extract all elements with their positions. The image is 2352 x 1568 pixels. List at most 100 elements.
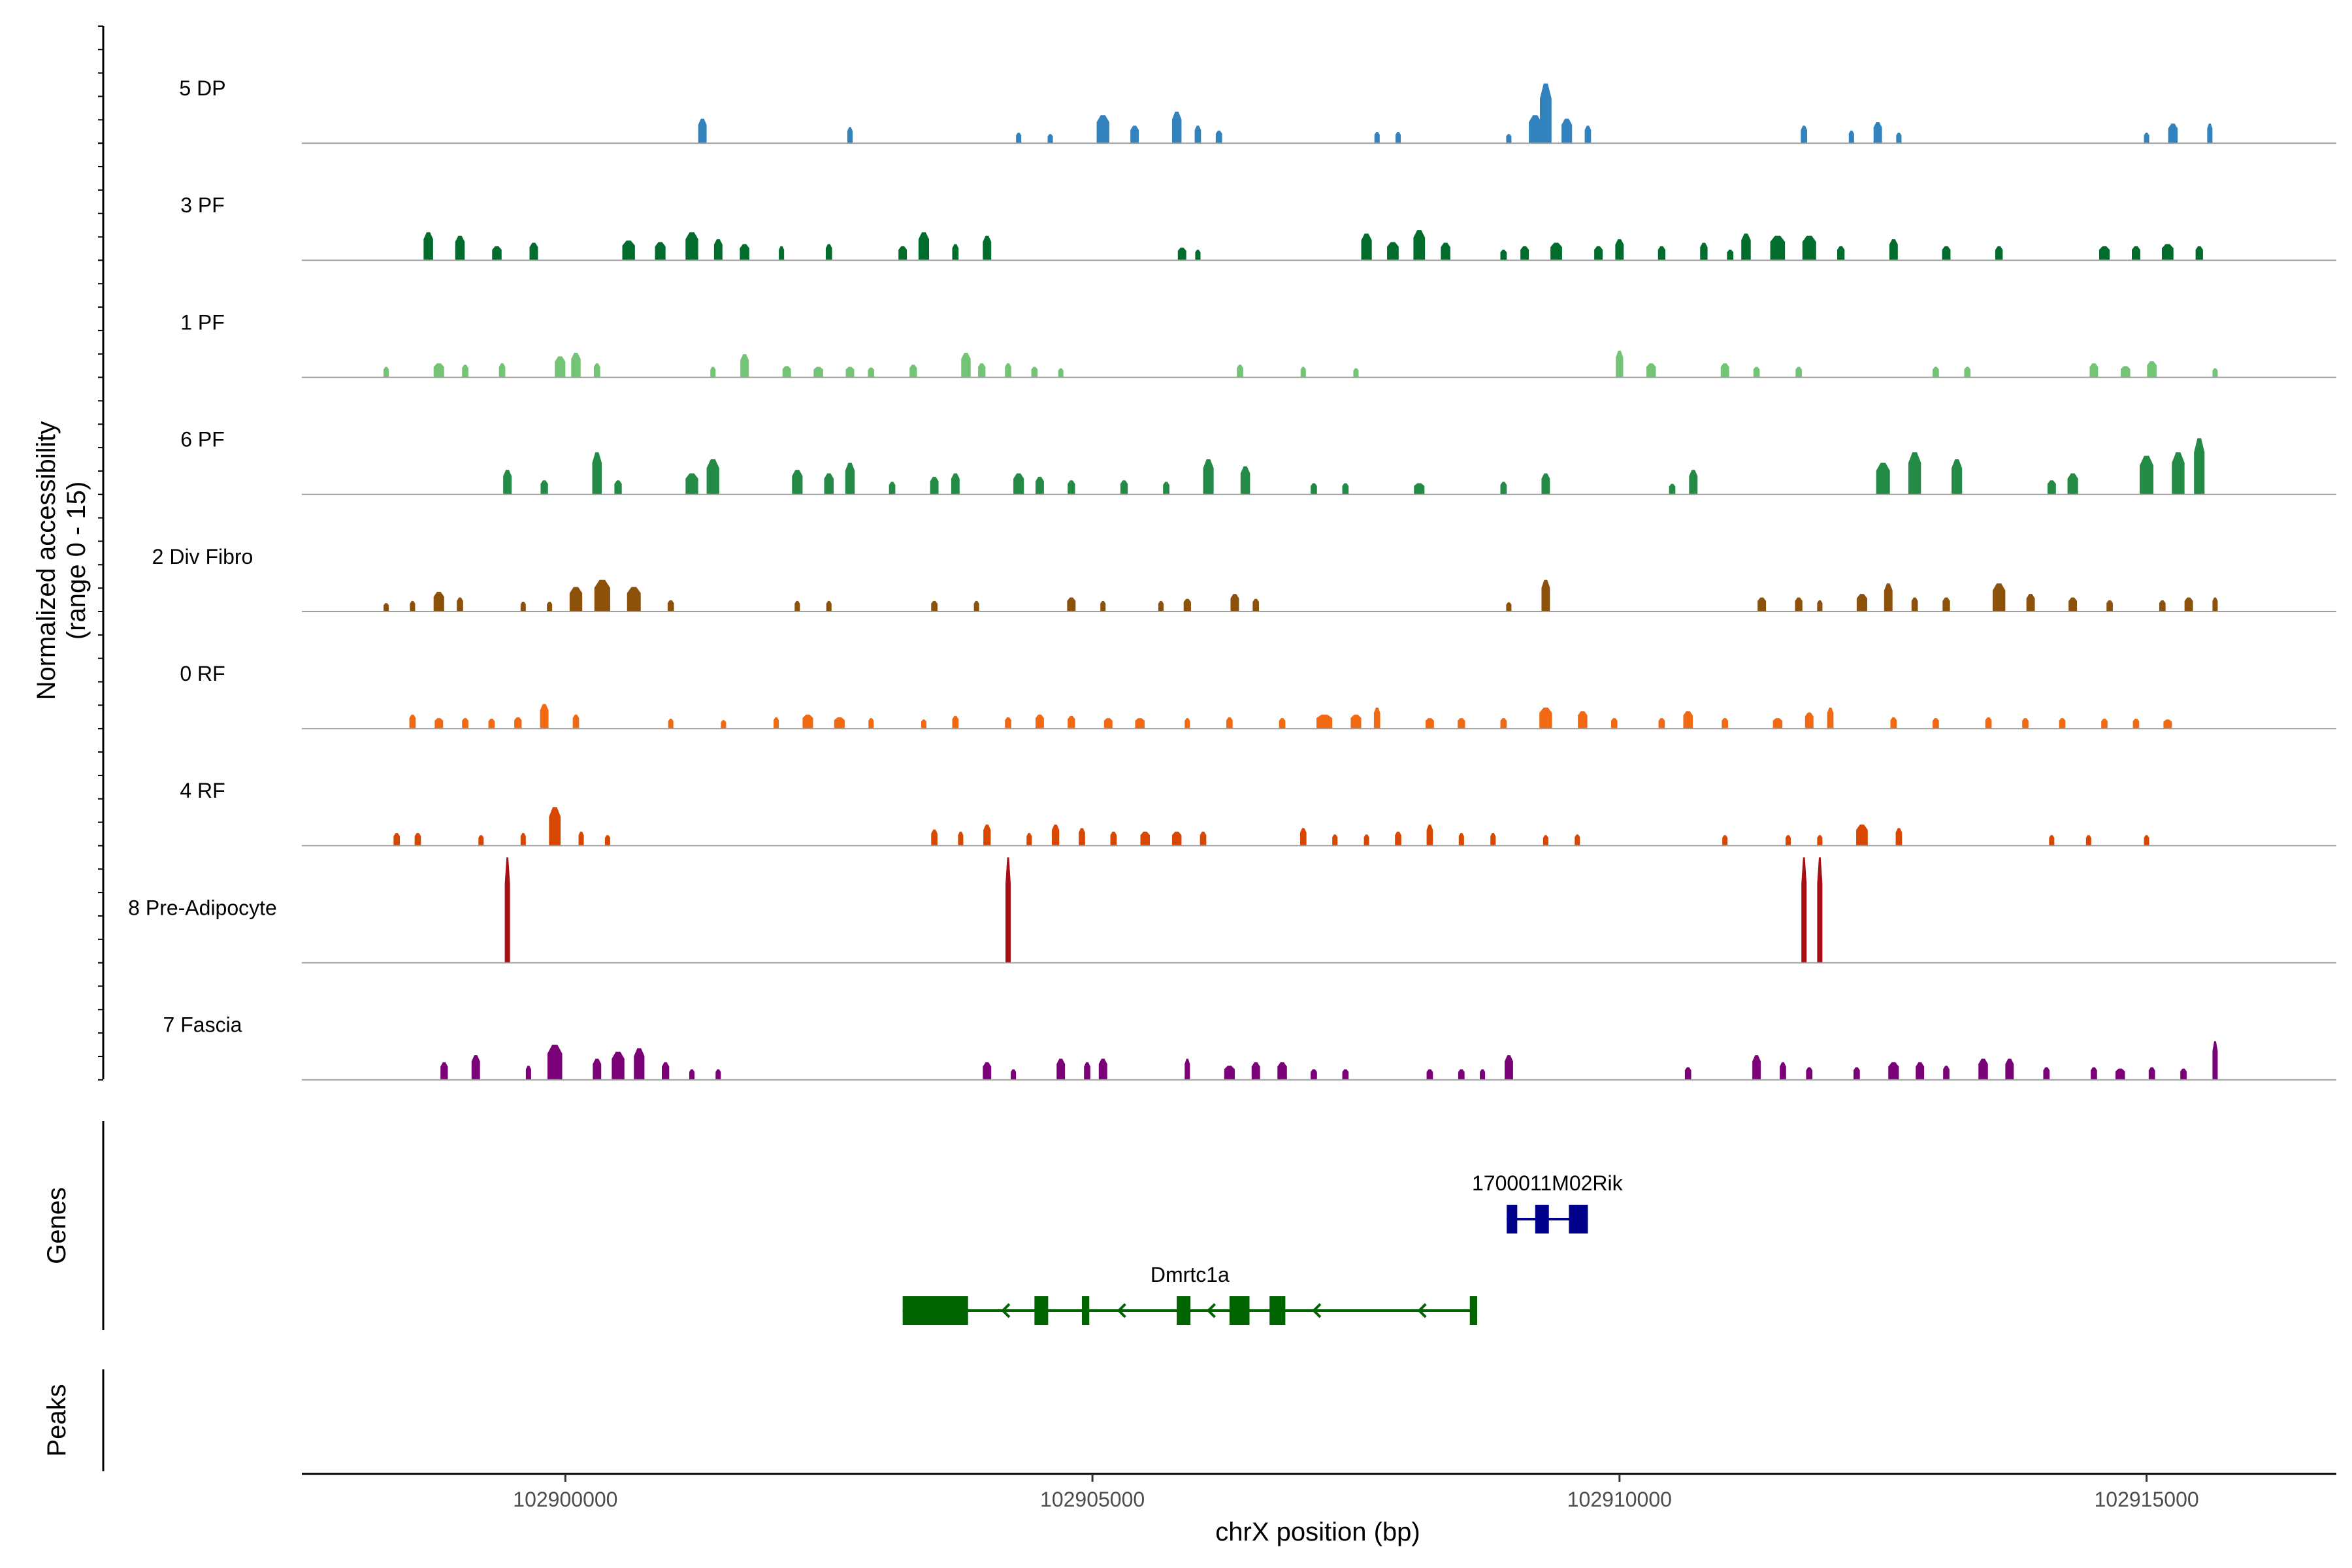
coverage-peak	[1889, 239, 1898, 261]
coverage-peak	[410, 600, 416, 612]
coverage-peak	[593, 363, 600, 378]
coverage-peak	[740, 354, 749, 378]
coverage-peak	[593, 1058, 602, 1080]
coverage-peak	[592, 452, 602, 495]
coverage-peak	[1541, 580, 1550, 612]
coverage-peak	[572, 714, 580, 729]
coverage-peak	[2184, 597, 2193, 612]
x-axis-tick-label: 102900000	[513, 1488, 617, 1511]
coverage-peak	[713, 239, 723, 261]
gene-exon	[1081, 1296, 1090, 1325]
coverage-peak	[634, 1048, 645, 1080]
gene-dmrtc1a: Dmrtc1a	[902, 1263, 1478, 1325]
track-0-rf: 0 RF	[180, 662, 2336, 730]
track-7-fascia: 7 Fascia	[163, 1013, 2336, 1081]
coverage-peak	[514, 717, 522, 729]
gene-exon	[1469, 1296, 1478, 1325]
coverage-peak	[792, 470, 803, 495]
coverage-peak	[462, 365, 468, 378]
coverage-peak	[1311, 483, 1317, 495]
track-2-div-fibro: 2 Div Fibro	[152, 545, 2336, 612]
coverage-peak	[715, 1069, 721, 1080]
coverage-peak	[826, 600, 832, 612]
coverage-peak	[2207, 123, 2213, 144]
coverage-peak	[1801, 125, 1808, 144]
coverage-peak	[1848, 130, 1854, 144]
coverage-peak	[983, 825, 991, 846]
coverage-peak	[569, 587, 583, 612]
coverage-peak	[952, 715, 959, 729]
coverage-peak	[440, 1062, 448, 1080]
coverage-peak	[1195, 250, 1201, 261]
coverage-peak	[578, 831, 584, 846]
x-axis-title: chrX position (bp)	[1215, 1518, 1420, 1546]
coverage-peak	[1414, 483, 1425, 495]
coverage-peak	[1353, 368, 1359, 378]
track-label: 0 RF	[180, 662, 225, 685]
coverage-peak	[2115, 1068, 2125, 1080]
coverage-peak	[845, 367, 855, 378]
coverage-peak	[1350, 714, 1362, 729]
coverage-peak	[1480, 1069, 1486, 1080]
coverage-peak	[478, 835, 484, 846]
coverage-peak	[1426, 825, 1433, 846]
coverage-peak	[1658, 718, 1665, 729]
coverage-peak	[1805, 712, 1814, 729]
coverage-peak	[931, 600, 938, 612]
coverage-peak	[2148, 1067, 2155, 1080]
coverage-peak	[2059, 718, 2066, 729]
coverage-peak	[1817, 857, 1823, 963]
coverage-peak	[1978, 1058, 1988, 1080]
coverage-peak	[1720, 363, 1729, 378]
coverage-peak	[455, 235, 465, 261]
gene-exon	[1177, 1296, 1191, 1325]
coverage-peak	[2144, 835, 2149, 846]
track-label: 4 RF	[180, 779, 225, 802]
coverage-peak	[1237, 365, 1243, 378]
coverage-peak	[612, 1051, 625, 1080]
coverage-peak	[1171, 111, 1182, 144]
coverage-peak	[1827, 707, 1834, 729]
coverage-peak	[1884, 583, 1893, 612]
coverage-peak	[689, 1069, 695, 1080]
coverage-peak	[1616, 350, 1624, 378]
coverage-peak	[1806, 1067, 1813, 1080]
coverage-peak	[1058, 368, 1064, 378]
coverage-peak	[1311, 1069, 1317, 1080]
coverage-peak	[931, 829, 938, 846]
coverage-peak	[1200, 831, 1207, 846]
coverage-peak	[1594, 246, 1603, 261]
coverage-peak	[2147, 361, 2157, 378]
coverage-peak	[1500, 482, 1507, 495]
coverage-peak	[951, 473, 960, 495]
coverage-peak	[898, 246, 907, 261]
coverage-peak	[1011, 1069, 1017, 1080]
coverage-peak	[1005, 857, 1011, 963]
coverage-peak	[1646, 363, 1656, 378]
track-label: 8 Pre-Adipocyte	[128, 896, 277, 919]
coverage-peak	[393, 833, 400, 846]
coverage-peak	[1780, 1062, 1786, 1080]
coverage-peak	[1215, 130, 1222, 144]
coverage-peak	[1016, 133, 1022, 144]
genes-panel: 1700011M02Rik Dmrtc1a	[902, 1171, 1624, 1325]
coverage-peak	[1895, 828, 1903, 846]
strand-arrow-icon	[1417, 1303, 1427, 1318]
coverage-peak	[1876, 463, 1890, 495]
coverage-peak	[774, 717, 779, 729]
coverage-peak	[1658, 246, 1666, 261]
coverage-peak	[433, 591, 444, 612]
coverage-peak	[488, 719, 495, 729]
coverage-peak	[1942, 246, 1951, 261]
coverage-peak	[721, 720, 727, 729]
coverage-peak	[1504, 1055, 1513, 1080]
coverage-peak	[1163, 482, 1169, 495]
gene-exon	[1535, 1205, 1549, 1233]
coverage-peak	[1013, 473, 1024, 495]
coverage-peak	[503, 470, 512, 495]
coverage-peak	[504, 857, 510, 963]
coverage-peak	[457, 597, 463, 612]
gene-exon	[1569, 1205, 1588, 1233]
coverage-peak	[1224, 1066, 1235, 1080]
